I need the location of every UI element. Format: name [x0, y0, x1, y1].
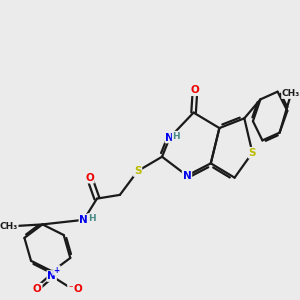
- Text: +: +: [54, 266, 60, 275]
- Text: ⁻: ⁻: [68, 284, 73, 293]
- Text: S: S: [134, 166, 141, 176]
- Text: CH₃: CH₃: [282, 89, 300, 98]
- Text: N: N: [47, 271, 56, 281]
- Text: O: O: [74, 284, 82, 294]
- Text: O: O: [85, 173, 94, 183]
- Text: N: N: [165, 133, 174, 142]
- Text: O: O: [190, 85, 200, 95]
- Text: S: S: [249, 148, 256, 158]
- Text: H: H: [172, 132, 180, 141]
- Text: CH₃: CH₃: [0, 222, 18, 231]
- Text: N: N: [183, 171, 191, 181]
- Text: H: H: [88, 214, 96, 223]
- Text: N: N: [80, 215, 88, 225]
- Text: O: O: [33, 284, 42, 294]
